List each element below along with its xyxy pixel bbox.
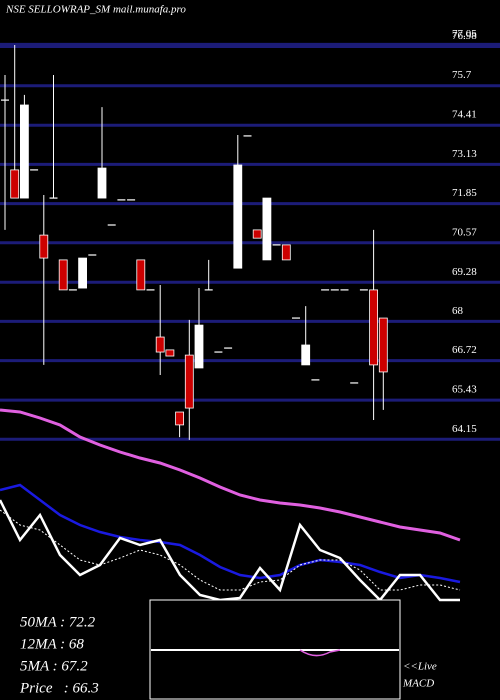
y-tick-label: 70.57 [452, 226, 477, 238]
candle-body [165, 349, 175, 357]
y-tick-label: 64.15 [452, 423, 477, 435]
y-tick-label: 71.85 [452, 187, 477, 199]
candle-body [19, 104, 29, 199]
y-tick-label: 66.72 [452, 344, 477, 356]
indicator-panel [0, 408, 461, 602]
candle-body [97, 167, 107, 199]
candle-body [39, 234, 49, 259]
indicator-line [0, 408, 461, 542]
candle-body [281, 244, 291, 261]
candle-body [378, 317, 388, 373]
indicator-line [0, 499, 460, 602]
candle-body [136, 259, 146, 291]
ma-label: 12MA : 68 [20, 636, 84, 652]
y-tick-label: 77.05 [452, 28, 477, 40]
indicator-line [0, 483, 461, 584]
candle-body [233, 164, 243, 269]
candle-body [58, 259, 68, 291]
ma-label: 5MA : 67.2 [20, 658, 88, 674]
macd-label: MACD [402, 678, 434, 690]
y-tick-label: 65.43 [452, 384, 477, 396]
y-tick-label: 69.28 [452, 266, 477, 278]
candle-body [10, 169, 20, 199]
y-tick-label: 74.41 [452, 109, 477, 121]
candle-body [252, 229, 262, 239]
candle-body [301, 344, 311, 366]
candles [1, 45, 388, 440]
macd-label: <<Live [403, 661, 437, 673]
candle-body [369, 289, 379, 366]
y-tick-label: 68 [452, 305, 464, 317]
candle-body [78, 257, 87, 289]
ma-label: 50MA : 72.2 [20, 614, 96, 630]
y-tick-label: 75.7 [452, 69, 472, 81]
chart-title: NSE SELLOWRAP_SM mail.munafa.pro [5, 4, 186, 16]
y-tick-label: 76.98 [452, 30, 477, 42]
y-tick-label: 73.13 [452, 148, 477, 160]
candle-body [194, 324, 204, 369]
ma-label: Price : 66.3 [19, 680, 99, 696]
candle-body [155, 336, 165, 353]
candle-body [175, 411, 185, 426]
macd-wiggle [299, 649, 341, 657]
candle-body [184, 354, 194, 409]
candle-body [262, 197, 272, 261]
